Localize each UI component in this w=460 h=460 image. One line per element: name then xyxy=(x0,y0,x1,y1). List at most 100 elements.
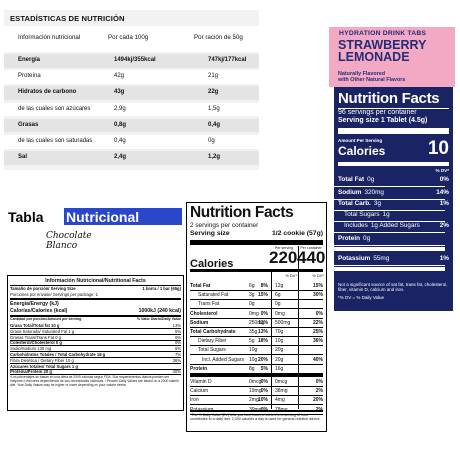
facts-row-label: Saturated Fat xyxy=(198,292,229,299)
facts-row-dv-container: 20% xyxy=(312,397,323,404)
tabla-serving-value: 1 barra / 1 bar (65g) xyxy=(142,286,181,291)
stats-header-label: Información nutricional xyxy=(18,34,81,41)
tabla-row: Colesterol/Cholesterol 0 g 0% xyxy=(10,340,181,345)
facts-row-label: Total Sugars xyxy=(198,347,226,354)
hydration-footnote-text: Not a significant source of sat fat, tra… xyxy=(338,282,448,293)
divider xyxy=(334,231,445,233)
facts-row-dv-container: 36% xyxy=(312,338,323,345)
tabla-row-dv: 36% xyxy=(172,357,181,363)
flavor-note-2: with Other Natural Flavors xyxy=(338,77,406,84)
facts-row-label: Potassium xyxy=(190,407,213,413)
divider xyxy=(334,244,445,246)
tabla-row: Grasas Trans/Trans Fat 0 g 0% xyxy=(10,335,181,340)
facts-row-dv-serving: 10% xyxy=(257,397,268,404)
hydration-facts-title: Nutrition Facts xyxy=(338,90,440,107)
hydration-row-amount: 0g xyxy=(367,176,375,183)
tabla-header: Información Nutricional/Nutritional Fact… xyxy=(45,278,146,284)
tabla-title-highlight xyxy=(64,208,182,225)
hydration-row: Potassium 55mg 1% xyxy=(338,255,449,262)
facts-row-amount-serving: 2mg xyxy=(249,397,259,404)
facts-row: Total Fat 6g 8% 12g 15% xyxy=(190,281,323,290)
tabla-row-label: Colesterol/Cholesterol 0 g xyxy=(10,340,62,346)
facts-row-amount-container: 16g xyxy=(275,365,284,372)
facts-row-dv-container: 2% xyxy=(315,388,323,395)
facts-row-dv-serving: 5% xyxy=(260,365,268,372)
divider xyxy=(190,410,323,412)
tabla-dv-label: % Valor Diario/Daily Value xyxy=(136,317,181,321)
hydration-row-label: Total Carb. xyxy=(338,200,371,207)
tabla-row: Fibra Dietética / Dietary Fiber 10 g 36% xyxy=(10,358,181,363)
hydration-row-amount: 1g xyxy=(382,211,390,218)
per-container-header: Per container xyxy=(300,246,322,250)
stats-row-per50: 22g xyxy=(208,89,219,96)
tabla-calories-label: Calorías/Calories (kcal) xyxy=(10,308,68,314)
facts-row-label: Trans Fat xyxy=(198,301,220,308)
tabla-row: Proteína/Protein 20 g 40% xyxy=(10,369,181,374)
stats-row-per50: 1,5g xyxy=(208,105,220,112)
hydration-label: HYDRATION DRINK TABS STRAWBERRY LEMONADE… xyxy=(329,27,455,317)
facts-servings: 2 servings per container xyxy=(190,222,259,229)
facts-row-amount-container: 0g xyxy=(275,301,281,308)
facts-row: Potassium 39mg0% 78mg 2% xyxy=(190,405,323,414)
facts-row-label: Cholesterol xyxy=(190,310,218,317)
hydration-row-amount: 3g xyxy=(373,200,382,207)
stats-row: Proteína 42g 21g xyxy=(4,70,259,84)
facts-row-dv-serving: 0% xyxy=(260,379,268,385)
facts-row-label: Vitamin D xyxy=(190,379,212,385)
facts-row-dv-container: 22% xyxy=(312,319,323,326)
stats-row-label: Hidratos de carbono xyxy=(18,89,77,96)
divider xyxy=(334,209,445,211)
hydration-row-amount: 55mg xyxy=(373,255,390,262)
facts-row-amount-container: 20g xyxy=(275,356,284,363)
facts-row-label: Protein xyxy=(190,365,208,372)
flavor-note-1: Naturally Flavored xyxy=(338,71,386,77)
facts-row: Incl. Added Sugars 10g 20% 20g 40% xyxy=(190,355,323,364)
divider xyxy=(334,264,445,266)
hydration-row-amount: 0g xyxy=(363,235,371,242)
facts-row-amount-serving: 6g xyxy=(249,283,255,289)
hydration-calories-value: 10 xyxy=(427,138,449,159)
facts-row-amount-serving: 19mg xyxy=(249,388,262,395)
hydration-row: Includes 1g Added Sugars 2% xyxy=(338,222,449,229)
hydration-tagline: HYDRATION DRINK TABS xyxy=(339,30,427,37)
facts-row-dv-container: 0% xyxy=(315,379,323,385)
facts-row-dv-serving: 20% xyxy=(257,356,268,363)
hydration-row-dv: 0% xyxy=(439,176,449,183)
tabla-qty-label: Cantidad por porción/Amount per serving xyxy=(10,317,82,321)
hydration-facts-panel: Nutrition Facts 96 servings per containe… xyxy=(334,87,453,311)
per-serving-header: Per serving xyxy=(274,246,294,250)
stats-row-per50: 747kj/177kcal xyxy=(208,57,247,63)
stats-row: Sal 2,4g 1,2g xyxy=(4,151,259,165)
facts-calories-label: Calories xyxy=(190,258,234,270)
tabla-row: Grasa Total/Total fat 10 g 13% xyxy=(10,323,181,328)
tabla-serving: Tamaño de porción/ Serving Size 1 barra /… xyxy=(10,286,181,291)
tabla-label: Información Nutricional/Nutritional Fact… xyxy=(7,275,184,411)
facts-row-amount-container: 0mcg xyxy=(275,379,288,385)
hydration-row-label: Protein xyxy=(338,235,361,242)
tabla-calories-value: 1000kJ (240 kcal) xyxy=(138,308,181,314)
flavor-name: STRAWBERRY LEMONADE xyxy=(338,38,427,64)
facts-row: Vitamin D 0mcg 0% 0mcg 0% xyxy=(190,377,323,386)
tabla-calories: Calorías/Calories (kcal) 1000kJ (240 kcal… xyxy=(10,308,181,314)
flavor-line-1: STRAWBERRY xyxy=(338,38,427,52)
stats-title: ESTADÍSTICAS DE NUTRICIÓN xyxy=(10,14,125,23)
tabla-row-label: Grasas Trans/Trans Fat 0 g xyxy=(10,334,62,340)
facts-row-amount-container: 20g xyxy=(275,347,284,354)
facts-row-dv-serving: 13% xyxy=(257,329,268,335)
tabla-row: Carbohidratos Totales / Total Carbohydra… xyxy=(10,352,181,357)
facts-row-amount-container: 78mg xyxy=(275,407,288,413)
hydration-row-dv: 14% xyxy=(436,189,449,196)
facts-row: Sodium 250mg 11% 500mg 22% xyxy=(190,318,323,327)
tabla-row-label: Proteína/Protein 20 g xyxy=(10,369,52,375)
facts-row: Trans Fat 0g 0g xyxy=(190,299,323,308)
stats-row: Energía 1494kj/355kcal 747kj/177kcal xyxy=(4,54,259,68)
tabla-row-dv: 7% xyxy=(174,352,181,357)
tabla-energy: Energía/Energy (kJ) xyxy=(10,301,59,307)
tabla-row-dv: 0% xyxy=(174,340,181,346)
facts-row-dv-container: 2% xyxy=(316,407,323,413)
stats-row-label: Proteína xyxy=(18,73,41,80)
facts-row-amount-serving: 8g xyxy=(249,365,255,372)
hydration-row-amount: 320mg xyxy=(364,189,384,196)
facts-row-amount-serving: 10g xyxy=(249,347,258,354)
stats-row-label: de las cuales son saturadas xyxy=(18,138,93,144)
